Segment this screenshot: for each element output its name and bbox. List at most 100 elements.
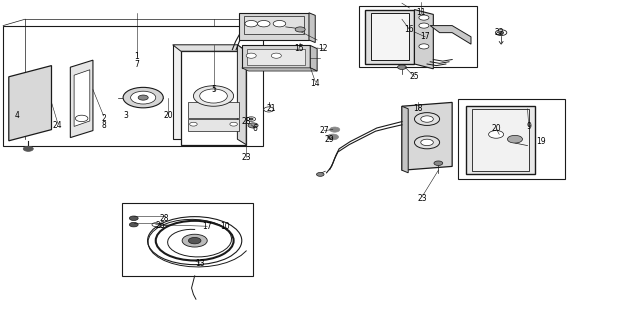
Text: 29: 29 [324,135,334,144]
Circle shape [249,118,253,120]
Circle shape [421,116,433,122]
Circle shape [330,127,340,132]
Text: 28: 28 [160,214,170,223]
Circle shape [271,53,281,58]
Text: 25: 25 [409,72,420,81]
Polygon shape [310,45,317,71]
Polygon shape [70,60,93,138]
Text: 3: 3 [123,111,128,120]
Circle shape [188,237,201,244]
Circle shape [264,107,274,112]
Text: 18: 18 [413,104,423,113]
Circle shape [419,44,429,49]
Text: 15: 15 [294,44,304,53]
Text: 26: 26 [155,221,165,230]
Circle shape [152,223,160,227]
Circle shape [75,115,88,122]
Polygon shape [173,45,246,51]
Text: 17: 17 [202,222,212,231]
Polygon shape [402,102,452,170]
Text: 10: 10 [220,222,230,231]
Polygon shape [9,66,51,141]
Circle shape [129,222,138,227]
Circle shape [414,113,440,125]
Bar [188,102,239,118]
Text: 28: 28 [241,117,251,126]
Circle shape [327,134,338,140]
Circle shape [489,131,504,138]
Circle shape [419,15,429,20]
Text: 23: 23 [417,194,427,203]
Circle shape [507,135,522,143]
Polygon shape [239,13,309,40]
Circle shape [295,27,305,32]
Text: 19: 19 [536,137,546,146]
Text: 20: 20 [163,111,173,120]
Text: 6: 6 [252,124,257,133]
Circle shape [230,122,237,126]
Polygon shape [466,106,535,174]
Polygon shape [242,45,310,68]
Bar [247,49,305,65]
Text: 4: 4 [14,111,19,120]
Circle shape [131,91,156,104]
Circle shape [129,216,138,220]
Text: 14: 14 [310,79,320,88]
Bar [244,16,304,34]
Circle shape [123,87,163,108]
Polygon shape [173,45,237,139]
Text: 5: 5 [211,85,216,94]
Text: 2: 2 [101,114,106,123]
Text: 12: 12 [318,44,328,53]
Polygon shape [359,6,477,67]
Text: 11: 11 [416,8,426,17]
Polygon shape [402,106,408,173]
Circle shape [273,20,286,27]
Circle shape [434,161,443,165]
Polygon shape [365,10,414,64]
Circle shape [193,86,234,106]
Circle shape [200,89,227,103]
Text: 22: 22 [494,28,504,36]
Polygon shape [237,45,246,145]
Circle shape [317,172,324,176]
Circle shape [245,20,257,27]
Circle shape [499,31,504,34]
Circle shape [414,136,440,149]
Text: 9: 9 [526,122,531,131]
Text: 7: 7 [134,60,139,68]
Circle shape [248,123,258,128]
Circle shape [138,95,148,100]
Text: 8: 8 [101,121,106,130]
Polygon shape [472,109,529,171]
Polygon shape [181,51,246,145]
Circle shape [495,30,507,36]
Text: 23: 23 [242,153,252,162]
Circle shape [247,117,256,121]
Text: 24: 24 [53,121,63,130]
Polygon shape [430,26,471,44]
Circle shape [398,65,406,69]
Polygon shape [3,26,263,146]
Text: 1: 1 [134,52,139,60]
Polygon shape [309,13,315,43]
Text: 27: 27 [319,126,329,135]
Polygon shape [458,99,565,179]
Circle shape [190,122,197,126]
Circle shape [182,234,207,247]
Text: 21: 21 [266,104,276,113]
Circle shape [23,146,33,151]
Circle shape [246,53,256,58]
Polygon shape [242,68,317,71]
Text: 16: 16 [404,25,414,34]
Circle shape [419,23,429,28]
Text: 13: 13 [195,259,205,268]
Circle shape [421,139,433,146]
Polygon shape [74,70,90,126]
Polygon shape [414,10,433,69]
Text: 17: 17 [420,32,430,41]
Bar [122,203,253,276]
Bar [188,119,239,131]
Polygon shape [371,13,409,60]
Circle shape [257,20,270,27]
